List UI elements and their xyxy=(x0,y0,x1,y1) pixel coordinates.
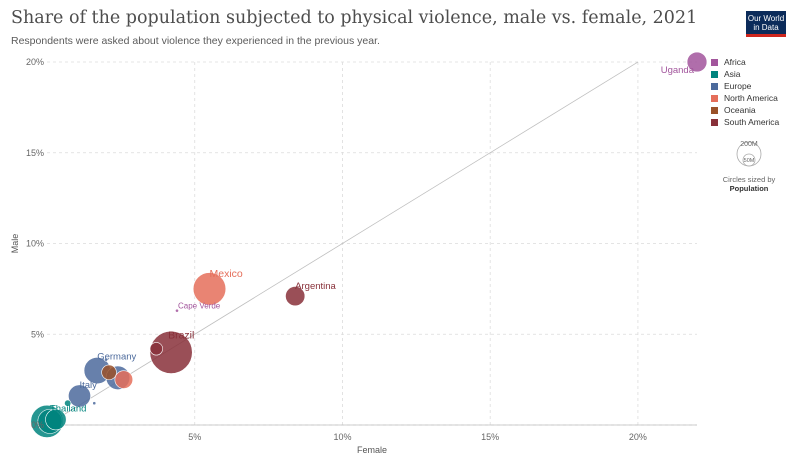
legend-swatch xyxy=(711,82,718,90)
point-label: Thailand xyxy=(50,403,86,414)
data-points xyxy=(30,51,708,438)
size-legend: 200M 50M Circles sized by Population xyxy=(718,138,780,193)
data-point[interactable] xyxy=(686,51,708,73)
grid-lines xyxy=(47,61,697,426)
legend-swatch xyxy=(711,70,718,78)
point-labels: Uganda Mexico Argentina Cape Verde Brazil Ger… xyxy=(50,65,695,414)
color-legend: Africa Asia Europe North America Oceania Sout… xyxy=(711,56,779,128)
size-legend-small: 50M xyxy=(744,158,755,164)
size-legend-big: 200M xyxy=(740,141,758,148)
legend-swatch xyxy=(711,94,718,102)
x-tick-label: 10% xyxy=(333,432,351,442)
logo-accent-bar xyxy=(746,34,786,37)
legend-item[interactable]: North America xyxy=(711,92,779,104)
legend-swatch xyxy=(711,118,718,126)
point-label: Cape Verde xyxy=(178,302,221,311)
data-point[interactable] xyxy=(114,370,134,389)
y-tick-label: 5% xyxy=(31,329,44,339)
legend-item[interactable]: Asia xyxy=(711,68,779,80)
legend-item[interactable]: Oceania xyxy=(711,104,779,116)
legend-label: Asia xyxy=(724,69,741,79)
legend-label: Europe xyxy=(724,81,752,91)
owid-logo[interactable]: Our World in Data xyxy=(746,11,786,37)
point-label: Germany xyxy=(97,352,136,363)
point-label: Uganda xyxy=(661,65,695,76)
y-tick-label: 20% xyxy=(26,57,44,67)
size-legend-circles: 200M 50M xyxy=(736,141,762,167)
legend-swatch xyxy=(711,58,718,66)
data-point[interactable] xyxy=(64,399,72,407)
logo-line-2: in Data xyxy=(753,23,779,32)
legend-label: Africa xyxy=(724,57,746,67)
data-point[interactable] xyxy=(149,330,193,374)
chart-subtitle: Respondents were asked about violence th… xyxy=(11,35,380,47)
reference-line xyxy=(46,61,639,426)
data-point[interactable] xyxy=(285,286,306,307)
x-tick-label: 5% xyxy=(188,432,201,442)
x-tick-label: 20% xyxy=(629,432,647,442)
legend-label: South America xyxy=(724,117,780,127)
y-tick-label: 0% xyxy=(31,420,44,430)
size-note: Circles sized by Population xyxy=(718,175,780,193)
data-point[interactable] xyxy=(92,401,97,406)
tick-labels: 0% 5% 10% 15% 20% 5% 10% 15% 20% xyxy=(26,57,647,442)
legend-item[interactable]: South America xyxy=(711,116,779,128)
legend-item[interactable]: Europe xyxy=(711,80,779,92)
data-point[interactable] xyxy=(104,357,108,362)
x-axis-label: Female xyxy=(357,445,387,455)
size-note-variable: Population xyxy=(729,184,769,193)
x-tick-label: 15% xyxy=(481,432,499,442)
data-point[interactable] xyxy=(101,364,117,381)
legend-label: North America xyxy=(724,93,778,103)
data-point[interactable] xyxy=(45,408,67,431)
data-point[interactable] xyxy=(175,308,179,313)
point-label: Mexico xyxy=(210,268,243,280)
size-note-text: Circles sized by xyxy=(722,175,776,184)
point-label: Italy xyxy=(80,380,98,391)
y-tick-label: 10% xyxy=(26,239,44,249)
chart-title: Share of the population subjected to phy… xyxy=(11,8,698,28)
legend-swatch xyxy=(711,106,718,114)
point-label: Argentina xyxy=(295,281,336,292)
y-axis-label: Male xyxy=(10,234,20,254)
data-point[interactable] xyxy=(192,272,227,306)
point-label: Brazil xyxy=(168,329,194,341)
legend-label: Oceania xyxy=(724,105,756,115)
logo-line-1: Our World xyxy=(747,14,785,23)
legend-item[interactable]: Africa xyxy=(711,56,779,68)
y-tick-label: 15% xyxy=(26,148,44,158)
data-point[interactable] xyxy=(68,384,91,408)
data-point[interactable] xyxy=(149,342,163,356)
